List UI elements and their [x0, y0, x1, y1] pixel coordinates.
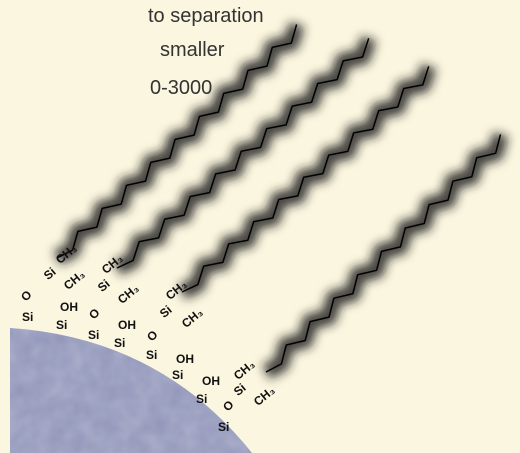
- atom-label: Si: [22, 310, 33, 324]
- caption-line: smaller: [160, 39, 225, 61]
- alkyl-chains: [53, 22, 509, 380]
- atom-label: Si: [196, 392, 207, 406]
- atom-label: Si: [172, 368, 183, 382]
- atom-label: Si: [114, 336, 125, 350]
- chain: [56, 24, 298, 259]
- chain: [116, 38, 370, 269]
- atom-label: Si: [218, 420, 229, 434]
- atom-label: Si: [146, 348, 157, 362]
- atom-label: OH: [60, 300, 78, 314]
- atom-label: Si: [88, 328, 99, 342]
- caption-line: 0-3000: [150, 77, 212, 99]
- chain: [265, 134, 502, 373]
- atom-label: OH: [118, 318, 136, 332]
- silica-surface: [10, 328, 252, 453]
- atom-label: OH: [202, 374, 220, 388]
- atom-label: Si: [56, 318, 67, 332]
- caption-line: to separation: [148, 5, 264, 27]
- chain: [181, 66, 430, 293]
- atom-label: OH: [176, 352, 194, 366]
